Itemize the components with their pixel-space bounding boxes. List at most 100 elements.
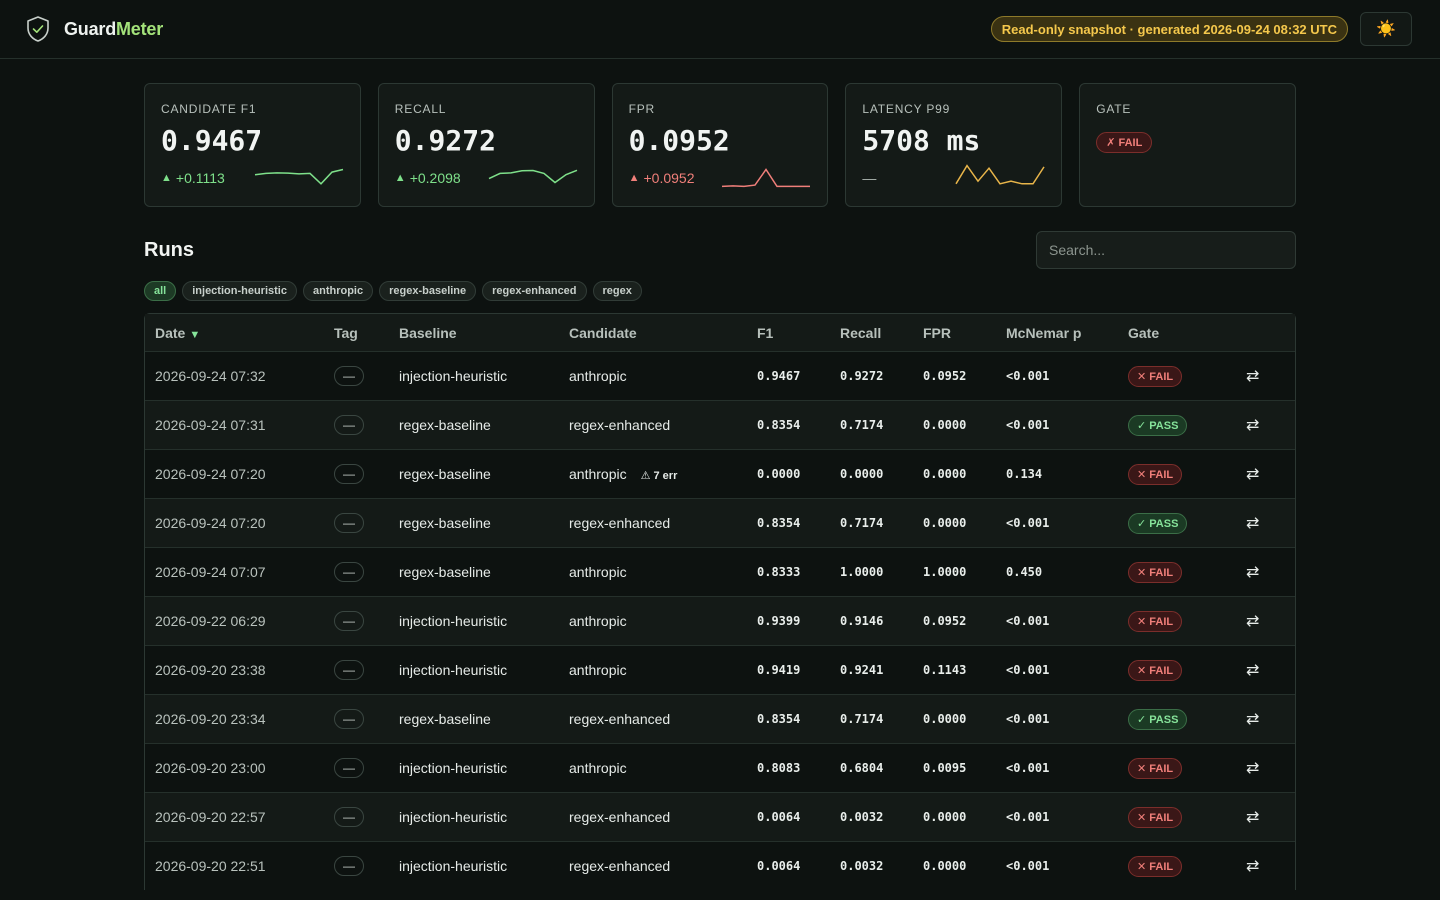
filter-chip-all[interactable]: all	[144, 281, 177, 301]
runs-title: Runs	[144, 238, 194, 261]
shield-check-icon	[26, 15, 50, 43]
cell-f1: 0.0000	[757, 467, 801, 481]
column-header-baseline: Baseline	[399, 325, 569, 341]
table-row[interactable]: 2026-09-20 22:57 — injection-heuristic rege…	[145, 792, 1295, 841]
brand[interactable]: GuardMeter	[26, 15, 163, 43]
cell-baseline: injection-heuristic	[399, 858, 508, 874]
compare-icon[interactable]: ⇄	[1246, 760, 1260, 777]
compare-icon[interactable]: ⇄	[1246, 858, 1260, 875]
cell-mcnemar-p: 0.450	[1006, 565, 1043, 579]
cell-fpr: 0.0952	[923, 369, 967, 383]
candidate-name: regex-enhanced	[569, 858, 671, 874]
candidate-name: anthropic	[569, 368, 627, 384]
column-header-label: Baseline	[399, 324, 457, 341]
table-row[interactable]: 2026-09-24 07:20 — regex-baseline regex-enh…	[145, 498, 1295, 547]
theme-toggle-button[interactable]: ☀️	[1360, 12, 1412, 46]
cell-tag: —	[334, 415, 399, 435]
metric-card[interactable]: CANDIDATE F1 0.9467 ▲ +0.1113	[144, 83, 361, 207]
filter-chip-regex-enhanced[interactable]: regex-enhanced	[482, 281, 587, 301]
table-row[interactable]: 2026-09-24 07:31 — regex-baseline regex-enh…	[145, 400, 1295, 449]
tag-pill[interactable]: —	[334, 415, 364, 435]
error-count-badge[interactable]: ⚠ 7 err	[640, 470, 678, 482]
column-header-label: Date	[155, 324, 186, 341]
compare-icon[interactable]: ⇄	[1246, 809, 1260, 826]
cell-candidate: anthropic	[569, 613, 757, 629]
cell-f1: 0.8354	[757, 516, 801, 530]
table-row[interactable]: 2026-09-20 23:38 — injection-heuristic anth…	[145, 645, 1295, 694]
metric-value: 0.9272	[394, 124, 496, 157]
gate-card[interactable]: GATE ✗ FAIL	[1079, 83, 1296, 207]
cell-candidate: anthropic ⚠ 7 err	[569, 466, 757, 482]
column-header-gate: Gate	[1128, 325, 1246, 341]
table-row[interactable]: 2026-09-22 06:29 — injection-heuristic anth…	[145, 596, 1295, 645]
filter-chip-regex[interactable]: regex	[592, 281, 642, 301]
compare-icon[interactable]: ⇄	[1246, 613, 1260, 630]
compare-icon[interactable]: ⇄	[1246, 466, 1260, 483]
table-row[interactable]: 2026-09-24 07:20 — regex-baseline anthropic…	[145, 449, 1295, 498]
cell-tag: —	[334, 709, 399, 729]
search-input[interactable]	[1036, 231, 1296, 269]
metric-card[interactable]: RECALL 0.9272 ▲ +0.2098	[377, 83, 595, 207]
gate-label: GATE	[1096, 102, 1132, 116]
filter-chip-injection-heuristic[interactable]: injection-heuristic	[182, 281, 297, 301]
filter-chip-regex-baseline[interactable]: regex-baseline	[379, 281, 477, 301]
tag-pill[interactable]: —	[334, 807, 364, 827]
column-header-date[interactable]: Date ▼	[155, 325, 334, 341]
compare-icon[interactable]: ⇄	[1246, 368, 1260, 385]
metric-label: LATENCY P99	[862, 102, 951, 116]
tag-pill[interactable]: —	[334, 758, 364, 778]
tag-pill[interactable]: —	[334, 856, 364, 876]
tag-pill[interactable]: —	[334, 513, 364, 533]
compare-icon[interactable]: ⇄	[1246, 417, 1260, 434]
cell-actions: ⇄	[1246, 709, 1307, 729]
cell-fpr: 0.0000	[923, 810, 967, 824]
cell-f1: 0.9467	[757, 369, 801, 383]
tag-pill[interactable]: —	[334, 660, 364, 680]
cell-f1: 0.0064	[757, 810, 801, 824]
cell-baseline: regex-baseline	[399, 466, 491, 482]
main-content: CANDIDATE F1 0.9467 ▲ +0.1113 RECALL 0.9272 ▲ +…	[144, 83, 1296, 890]
sparkline	[254, 168, 343, 185]
cell-tag: —	[334, 807, 399, 827]
tag-pill[interactable]: —	[334, 562, 364, 582]
filter-chip-anthropic[interactable]: anthropic	[302, 281, 374, 301]
tag-pill[interactable]: —	[334, 709, 364, 729]
cell-recall: 0.7174	[840, 516, 884, 530]
cell-fpr: 1.0000	[923, 565, 967, 579]
table-row[interactable]: 2026-09-24 07:32 — injection-heuristic anth…	[145, 351, 1295, 400]
metric-value: 5708 ms	[862, 124, 981, 157]
cell-tag: —	[334, 366, 399, 386]
compare-icon[interactable]: ⇄	[1246, 662, 1260, 679]
tag-pill[interactable]: —	[334, 366, 364, 386]
gate-badge: ✕ FAIL	[1128, 463, 1183, 485]
cell-candidate: regex-enhanced	[569, 858, 757, 874]
table-row[interactable]: 2026-09-20 23:34 — regex-baseline regex-enh…	[145, 694, 1295, 743]
compare-icon[interactable]: ⇄	[1246, 711, 1260, 728]
metric-card[interactable]: LATENCY P99 5708 ms —	[845, 83, 1063, 207]
table-row[interactable]: 2026-09-20 22:51 — injection-heuristic rege…	[145, 841, 1295, 890]
cell-actions: ⇄	[1246, 660, 1307, 680]
cell-tag: —	[334, 758, 399, 778]
gate-badge: ✕ FAIL	[1128, 659, 1183, 681]
metric-card[interactable]: FPR 0.0952 ▲ +0.0952	[611, 83, 829, 207]
table-row[interactable]: 2026-09-20 23:00 — injection-heuristic anth…	[145, 743, 1295, 792]
table-row[interactable]: 2026-09-24 07:07 — regex-baseline anthropic…	[145, 547, 1295, 596]
cell-gate: ✕ FAIL	[1128, 757, 1246, 779]
sort-desc-icon: ▼	[189, 328, 201, 341]
cell-f1: 0.8354	[757, 712, 801, 726]
metric-delta: ▲ +0.2098	[395, 170, 461, 186]
tag-pill[interactable]: —	[334, 464, 364, 484]
compare-icon[interactable]: ⇄	[1246, 564, 1260, 581]
cell-date: 2026-09-24 07:20	[155, 515, 266, 531]
cell-candidate: regex-enhanced	[569, 515, 757, 531]
cell-mcnemar-p: 0.134	[1006, 467, 1043, 481]
column-header-candidate: Candidate	[569, 325, 757, 341]
metric-delta-value: —	[862, 170, 877, 186]
cell-candidate: anthropic	[569, 662, 757, 678]
column-header-tag: Tag	[334, 325, 399, 341]
compare-icon[interactable]: ⇄	[1246, 515, 1260, 532]
tag-pill[interactable]: —	[334, 611, 364, 631]
cell-candidate: anthropic	[569, 564, 757, 580]
cell-tag: —	[334, 562, 399, 582]
brand-name-part1: Guard	[64, 18, 117, 39]
